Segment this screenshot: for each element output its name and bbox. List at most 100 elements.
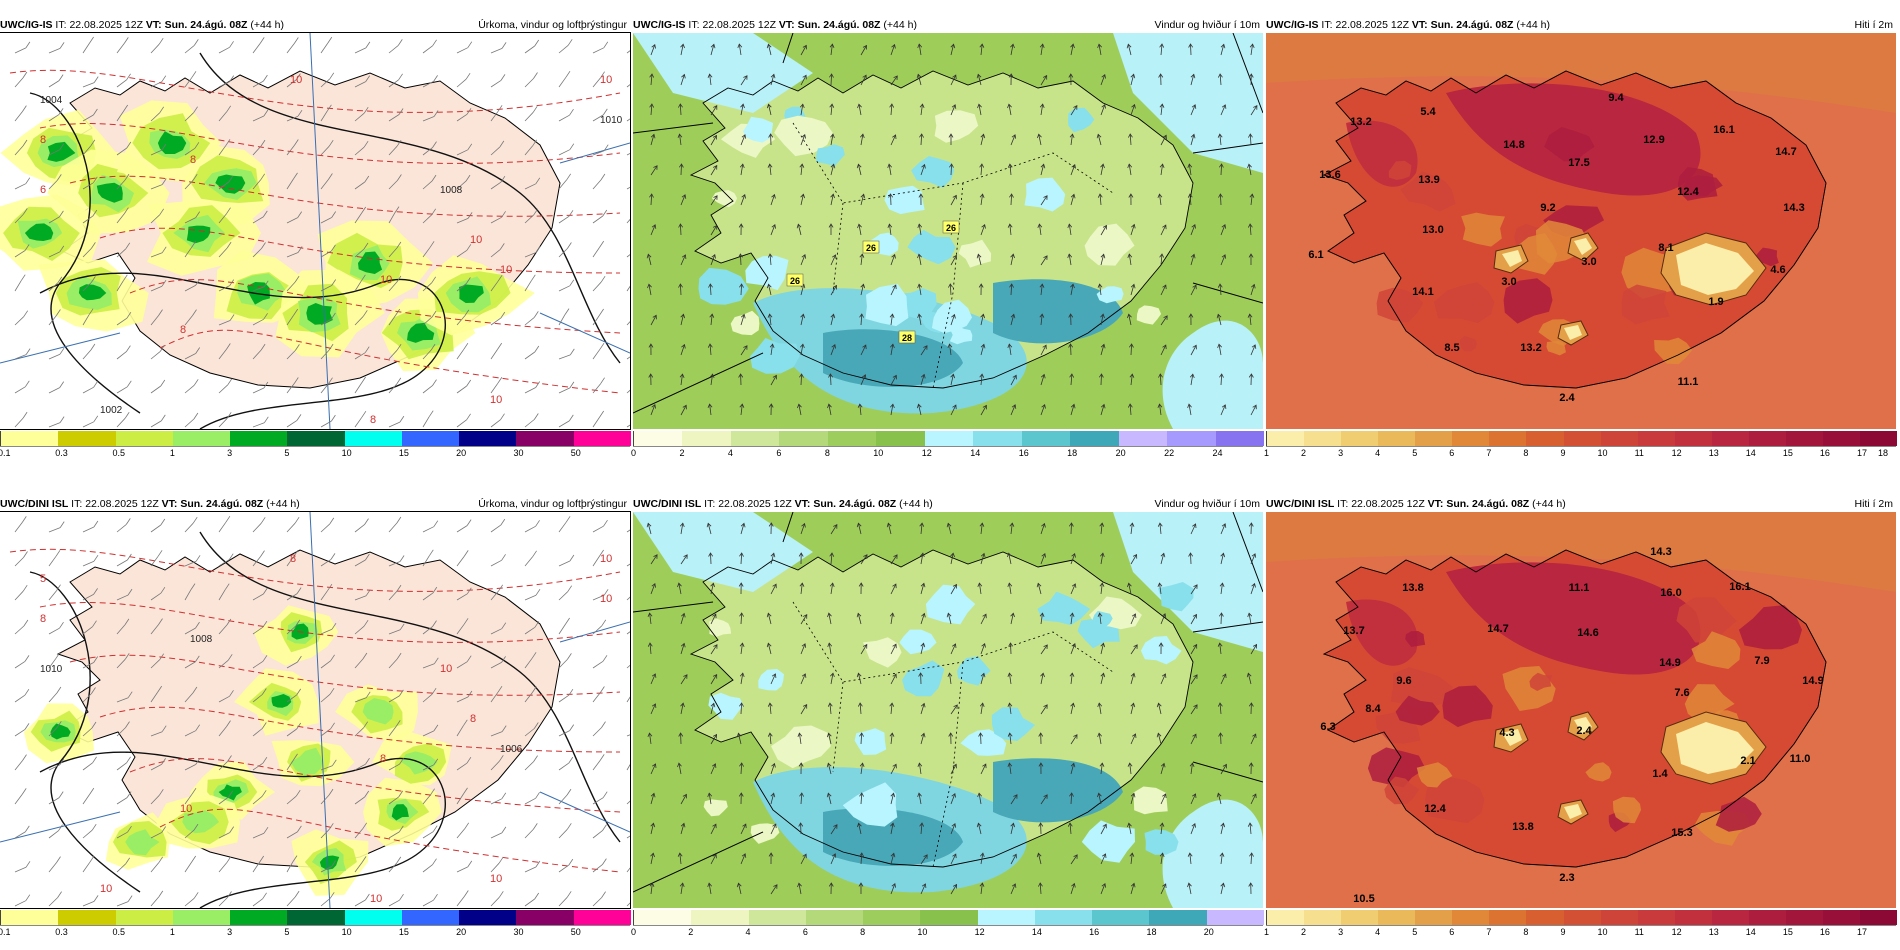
- colorbar-swatch: [1092, 910, 1150, 925]
- colorbar-tick-label: 1: [1264, 927, 1270, 937]
- colorbar-swatch: [1785, 431, 1823, 446]
- temperature-value: 3.0: [1501, 276, 1516, 288]
- colorbar-tick-label: 1: [1264, 448, 1270, 458]
- iceland-coastline: [1322, 549, 1827, 868]
- temperature-value: 13.9: [1418, 174, 1439, 186]
- gust-value: 28: [902, 333, 912, 343]
- colorbar-swatch: [691, 910, 749, 925]
- colorbar-swatch: [1748, 910, 1786, 925]
- colorbar-swatch: [1, 431, 59, 446]
- colorbar-swatches: [1266, 910, 1898, 925]
- colorbar-tick-label: 0: [631, 448, 637, 458]
- iceland-coastline: [1322, 70, 1827, 389]
- colorbar-tick-label: 4: [1375, 448, 1381, 458]
- temperature-value: 9.4: [1608, 92, 1624, 104]
- colorbar-tick-label: 6: [1449, 927, 1455, 937]
- colorbar-tick-label: 8: [860, 927, 866, 937]
- isotherm-label: 10: [600, 553, 612, 565]
- lead-time: (+44 h): [899, 498, 933, 510]
- field-description: Vindur og hviður í 10m: [1154, 19, 1260, 31]
- lead-time: (+44 h): [1532, 498, 1566, 510]
- colorbar-swatch: [730, 431, 780, 446]
- colorbar-swatch: [1526, 431, 1564, 446]
- temperature-value: 9.2: [1540, 202, 1555, 214]
- field-description: Hiti í 2m: [1854, 498, 1893, 510]
- colorbar-tick-label: 3: [227, 927, 233, 937]
- colorbar-swatch: [1304, 910, 1342, 925]
- colorbar-temperature: 1 2 3 4 5 6 7 8 9 10 11 12 13 14 15 16 17 18: [1264, 431, 1898, 459]
- isobars: [29, 52, 621, 429]
- colorbar-swatch: [1860, 431, 1898, 446]
- temperature-value: 14.7: [1487, 623, 1508, 635]
- colorbar-ticks: 0.1 0.3 0.5 1 3 5 10 15 20 30 50: [0, 927, 630, 937]
- colorbar-tick-label: 10: [917, 927, 928, 937]
- colorbar-baseline: [633, 925, 1263, 926]
- model-name: UWC/IG-IS: [1266, 19, 1319, 31]
- colorbar-tick-label: 50: [570, 927, 581, 937]
- temperature-value: 9.6: [1396, 675, 1411, 687]
- colorbar-swatch: [1785, 910, 1823, 925]
- isotherm-label: 10: [380, 274, 392, 286]
- colorbar-tick-label: 2: [1301, 448, 1307, 458]
- colorbar-tick-label: 0.3: [55, 448, 68, 458]
- colorbar-tick-label: 17: [1856, 448, 1867, 458]
- colorbar-tick-label: 11: [1634, 927, 1644, 937]
- colorbar-swatch: [115, 910, 173, 925]
- colorbar-tick-label: 1: [169, 448, 175, 458]
- temperature-value: 11.1: [1678, 376, 1699, 388]
- colorbar-swatches: [633, 431, 1265, 446]
- temperature-value: 13.7: [1343, 625, 1364, 637]
- init-time: 22.08.2025 12Z: [718, 498, 792, 510]
- vt-label: VT:: [161, 498, 178, 510]
- it-label: IT:: [688, 19, 700, 31]
- isotherm-label: 10: [290, 74, 302, 86]
- gust-value: 26: [866, 243, 876, 253]
- colorbar-swatch: [876, 431, 925, 446]
- temperature-value: 8.4: [1365, 703, 1381, 715]
- temperature-value: 14.8: [1503, 139, 1524, 151]
- colorbar-tick-label: 5: [284, 448, 290, 458]
- temperature-value: 2.1: [1740, 755, 1755, 767]
- colorbar-swatch: [779, 431, 828, 446]
- colorbar-swatch: [805, 910, 864, 925]
- colorbar-tick-label: 8: [1523, 448, 1529, 458]
- colorbar-swatch: [573, 910, 631, 925]
- colorbar-precip: 0.1 0.3 0.5 1 3 5 10 15 20 30 50: [0, 910, 631, 938]
- colorbar-tick-label: 0.5: [112, 927, 126, 937]
- isotherms: [9, 69, 621, 394]
- colorbar-tick-label: 10: [341, 927, 352, 937]
- colorbar-tick-label: 16: [1089, 927, 1100, 937]
- colorbar-tick-label: 6: [802, 927, 808, 937]
- colorbar-tick-label: 30: [513, 927, 524, 937]
- colorbar-swatch: [1489, 431, 1527, 446]
- colorbar-tick-label: 16: [1819, 448, 1830, 458]
- colorbar-tick-label: 5: [1412, 448, 1418, 458]
- map-wind: 26 26 26 28: [633, 33, 1263, 429]
- temperature-value: 1.4: [1652, 768, 1668, 780]
- model-name: UWC/DINI ISL: [0, 498, 69, 510]
- colorbar-tick-label: 8: [824, 448, 830, 458]
- colorbar-swatch: [1021, 431, 1071, 446]
- temperature-value: 7.9: [1754, 655, 1769, 667]
- colorbar-tick-label: 3: [227, 448, 233, 458]
- model-name: UWC/IG-IS: [633, 19, 686, 31]
- temperature-value: 13.2: [1520, 342, 1541, 354]
- map-temperature: 13.2 5.4 9.4 16.1 14.8 12.9 14.7 13.6 13.9 17.5 12…: [1266, 33, 1896, 429]
- colorbar-tick-label: 9: [1560, 927, 1566, 937]
- init-time: 22.08.2025 12Z: [1351, 498, 1425, 510]
- isotherm-label: 6: [40, 184, 46, 196]
- colorbar-tick-label: 12: [1671, 927, 1682, 937]
- isobar-label: 1008: [190, 634, 213, 645]
- colorbar-swatch: [401, 431, 460, 446]
- isobar-label: 1008: [440, 185, 463, 196]
- colorbar-tick-label: 13: [1708, 448, 1719, 458]
- isotherm-label: 8: [40, 134, 46, 146]
- colorbar-tick-label: 12: [921, 448, 932, 458]
- isotherm-label: 10: [490, 873, 502, 885]
- colorbar-tick-label: 2: [679, 448, 685, 458]
- colorbar-ticks: 0 2 4 6 8 10 12 14 16 18 20: [631, 927, 1263, 937]
- colorbar-swatch: [1034, 910, 1093, 925]
- colorbar-tick-label: 13: [1708, 927, 1719, 937]
- colorbar-swatch: [459, 910, 517, 925]
- colorbar-swatch: [1415, 431, 1453, 446]
